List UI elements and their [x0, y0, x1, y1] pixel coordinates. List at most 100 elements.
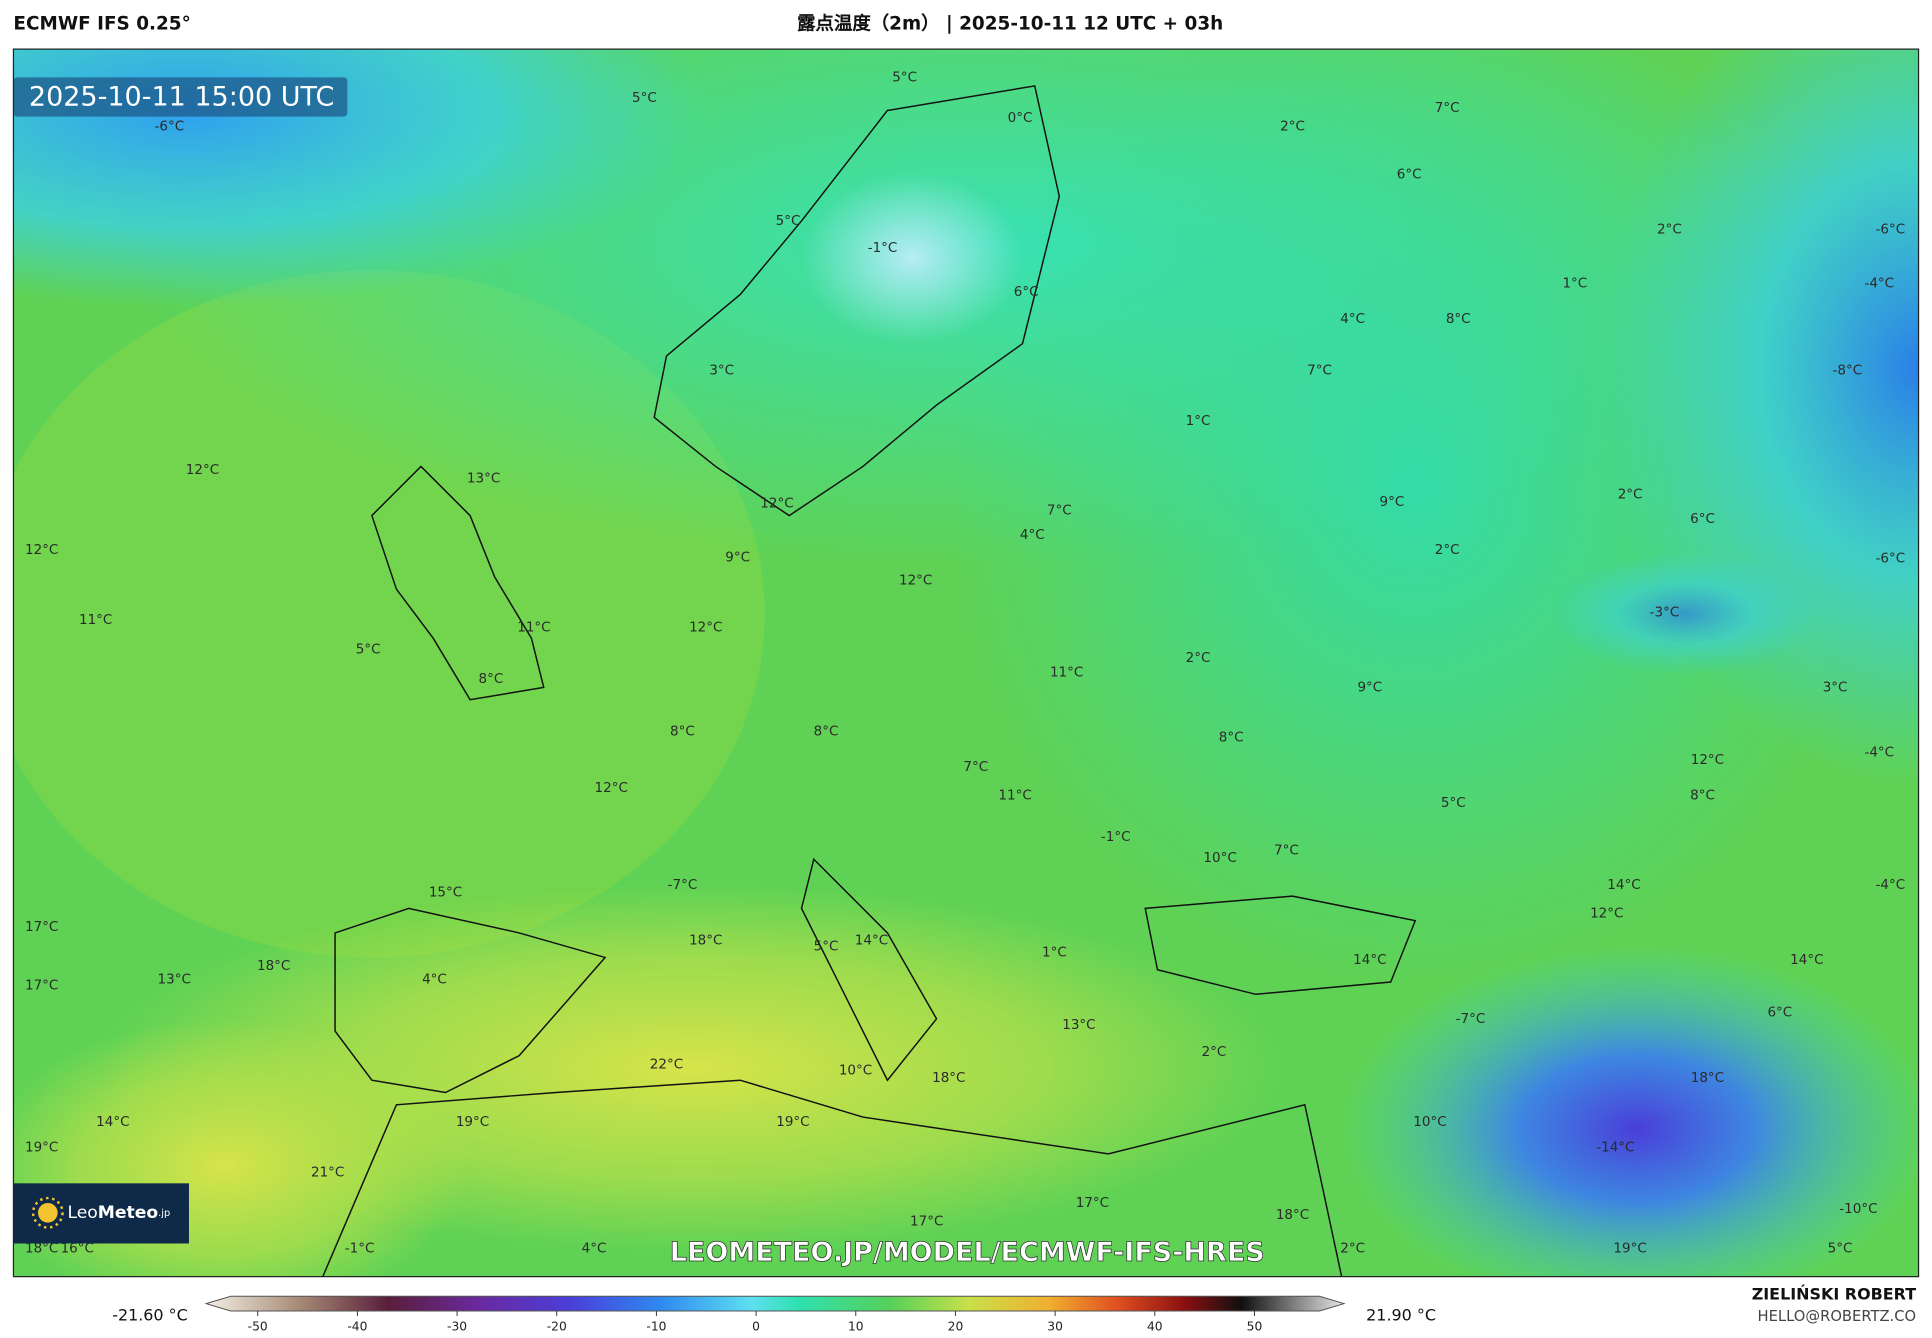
dewpoint-label: 19°C: [25, 1140, 58, 1156]
dewpoint-label: -4°C: [1876, 877, 1906, 893]
dewpoint-label: 17°C: [910, 1213, 943, 1229]
dewpoint-label: 10°C: [1203, 850, 1236, 866]
dewpoint-label: -8°C: [1833, 363, 1863, 379]
map-field: [1341, 945, 1919, 1277]
dewpoint-label: -3°C: [1650, 605, 1680, 621]
dewpoint-label: 5°C: [356, 641, 381, 657]
dewpoint-label: 5°C: [1441, 795, 1466, 811]
dewpoint-label: 1°C: [1042, 945, 1067, 961]
colorbar-tick-label: 30: [1047, 1319, 1063, 1333]
dewpoint-label: 18°C: [1691, 1070, 1724, 1086]
dewpoint-label: 13°C: [467, 471, 500, 487]
coastline: [371, 465, 545, 701]
dewpoint-label: 21°C: [311, 1164, 344, 1180]
dewpoint-label: 8°C: [1219, 730, 1244, 746]
colorbar-tick-label: -50: [248, 1319, 268, 1333]
dewpoint-label: 2°C: [1340, 1240, 1365, 1256]
colorbar-tick-label: 0: [752, 1319, 760, 1333]
colorbar-tick-label: 40: [1147, 1319, 1163, 1333]
coastline: [653, 85, 1061, 517]
dewpoint-label: 2°C: [1435, 542, 1460, 558]
dewpoint-label: 14°C: [96, 1114, 129, 1130]
author: ZIELIŃSKI ROBERT: [1752, 1285, 1917, 1304]
dewpoint-label: 16°C: [61, 1240, 94, 1256]
dewpoint-label: 1°C: [1186, 413, 1211, 429]
timestamp-box: [13, 77, 348, 117]
dewpoint-label: 8°C: [1690, 787, 1715, 803]
watermark: LEOMETEO.JP/MODEL/ECMWF-IFS-HRES: [670, 1237, 1265, 1268]
map-title: 露点温度（2m） | 2025-10-11 12 UTC + 03h: [797, 13, 1223, 35]
logo-name-bold: Meteo: [98, 1203, 159, 1223]
dewpoint-label: 19°C: [776, 1114, 809, 1130]
colorbar-tick-label: -40: [347, 1319, 367, 1333]
colorbar-tick-label: -10: [646, 1319, 666, 1333]
dewpoint-label: 4°C: [422, 972, 447, 988]
dewpoint-label: -6°C: [1876, 222, 1906, 238]
dewpoint-label: 0°C: [1008, 110, 1033, 126]
model-name: ECMWF IFS 0.25°: [13, 14, 190, 35]
logo-text: LeoMeteo.jp: [67, 1203, 170, 1223]
dewpoint-label: 6°C: [1690, 511, 1715, 527]
dewpoint-label: 9°C: [1357, 679, 1382, 695]
dewpoint-label: 11°C: [998, 787, 1031, 803]
coastline: [800, 857, 938, 1082]
colorbar-bar: [204, 1295, 1346, 1312]
dewpoint-label: 8°C: [1446, 311, 1471, 327]
dewpoint-label: 12°C: [689, 619, 722, 635]
dewpoint-label: 18°C: [689, 932, 722, 948]
dewpoint-label: 18°C: [257, 958, 290, 974]
dewpoint-label: 7°C: [963, 759, 988, 775]
dewpoint-label: 18°C: [25, 1240, 58, 1256]
dewpoint-label: 7°C: [1435, 100, 1460, 116]
colorbar: -21.60 °C 21.90 °C -50 -40 -30 -20 -10 0 10 20 3…: [112, 1295, 1436, 1333]
dewpoint-label: 22°C: [650, 1056, 683, 1072]
map-frame: [12, 48, 1920, 1278]
dewpoint-label: 12°C: [1590, 905, 1623, 921]
dewpoint-label: 19°C: [456, 1114, 489, 1130]
dewpoint-label: 13°C: [158, 972, 191, 988]
logo-suffix: .jp: [158, 1208, 170, 1219]
dewpoint-label: 15°C: [429, 884, 462, 900]
dewpoint-label: -4°C: [1864, 276, 1894, 292]
map-labels: 5°C 5°C 0°C 2°C 7°C -6°C 6°C 5°C -1°C 2°C -6°C 6°C 1…: [25, 69, 1905, 1256]
logo-sun: [37, 1202, 58, 1223]
coastline: [322, 1079, 1343, 1277]
dewpoint-label: 14°C: [1353, 952, 1386, 968]
dewpoint-label: 9°C: [725, 549, 750, 565]
dewpoint-label: 3°C: [1823, 679, 1848, 695]
dewpoint-label: 2°C: [1280, 118, 1305, 134]
dewpoint-label: 14°C: [1790, 952, 1823, 968]
dewpoint-label: 17°C: [25, 919, 58, 935]
dewpoint-label: 12°C: [1691, 752, 1724, 768]
dewpoint-label: 7°C: [1047, 503, 1072, 519]
dewpoint-label: -1°C: [1101, 829, 1131, 845]
dewpoint-label: -10°C: [1839, 1201, 1877, 1217]
dewpoint-label: 18°C: [932, 1070, 965, 1086]
dewpoint-label: 5°C: [1828, 1240, 1853, 1256]
dewpoint-label: 4°C: [1020, 527, 1045, 543]
coastline: [334, 907, 607, 1094]
dewpoint-label: 6°C: [1397, 166, 1422, 182]
dewpoint-label: -7°C: [668, 877, 698, 893]
dewpoint-label: -6°C: [155, 118, 185, 134]
colorbar-tick-label: 20: [948, 1319, 964, 1333]
logo-name: Leo: [67, 1203, 97, 1223]
dewpoint-label: 4°C: [1340, 311, 1365, 327]
colorbar-tick-label: -30: [447, 1319, 467, 1333]
dewpoint-label: 5°C: [814, 938, 839, 954]
dewpoint-label: -6°C: [1876, 551, 1906, 567]
colorbar-tick-label: 10: [848, 1319, 864, 1333]
dewpoint-label: 17°C: [1076, 1195, 1109, 1211]
dewpoint-label: 12°C: [899, 573, 932, 589]
dewpoint-label: -14°C: [1596, 1140, 1634, 1156]
coastline: [1144, 895, 1417, 996]
dewpoint-label: -7°C: [1456, 1011, 1486, 1027]
dewpoint-label: 11°C: [1050, 665, 1083, 681]
dewpoint-label: 17°C: [25, 978, 58, 994]
dewpoint-label: 5°C: [892, 69, 917, 85]
dewpoint-label: 2°C: [1186, 650, 1211, 666]
colorbar-tick-label: 50: [1247, 1319, 1263, 1333]
map-field: [13, 1018, 471, 1277]
